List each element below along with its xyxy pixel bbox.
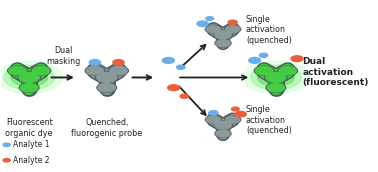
- Text: Analyte 2: Analyte 2: [12, 156, 49, 165]
- Circle shape: [97, 73, 117, 82]
- Circle shape: [205, 116, 222, 123]
- Text: Quenched,
fluorogenic probe: Quenched, fluorogenic probe: [71, 118, 143, 138]
- Circle shape: [249, 57, 261, 63]
- Circle shape: [3, 143, 10, 147]
- Circle shape: [31, 66, 51, 75]
- Circle shape: [96, 72, 118, 83]
- Circle shape: [242, 61, 309, 94]
- Circle shape: [216, 40, 230, 47]
- Circle shape: [113, 60, 124, 65]
- Circle shape: [215, 121, 231, 129]
- Circle shape: [32, 66, 50, 75]
- Circle shape: [168, 85, 180, 91]
- Circle shape: [226, 26, 240, 33]
- Text: Dual
activation
(fluorescent): Dual activation (fluorescent): [302, 57, 369, 87]
- Circle shape: [18, 72, 40, 83]
- Circle shape: [231, 107, 239, 111]
- Circle shape: [206, 116, 220, 123]
- Circle shape: [110, 66, 127, 75]
- Circle shape: [8, 66, 27, 75]
- Circle shape: [215, 31, 231, 39]
- Circle shape: [254, 66, 274, 75]
- Circle shape: [19, 83, 39, 92]
- Circle shape: [19, 73, 39, 82]
- Circle shape: [206, 26, 220, 33]
- Circle shape: [214, 30, 232, 39]
- Circle shape: [265, 72, 287, 83]
- Circle shape: [257, 69, 294, 86]
- Circle shape: [256, 66, 273, 75]
- Circle shape: [9, 66, 26, 75]
- Circle shape: [216, 130, 230, 137]
- Circle shape: [279, 66, 296, 75]
- Circle shape: [266, 83, 286, 92]
- Circle shape: [251, 65, 301, 90]
- Text: Fluorescent
organic dye: Fluorescent organic dye: [5, 118, 53, 138]
- Circle shape: [225, 25, 241, 33]
- Circle shape: [215, 39, 231, 47]
- Circle shape: [177, 65, 185, 69]
- Circle shape: [278, 66, 297, 75]
- Circle shape: [228, 20, 237, 25]
- Text: Dual
masking: Dual masking: [46, 46, 80, 66]
- Circle shape: [98, 83, 115, 92]
- Circle shape: [3, 159, 10, 162]
- Text: Analyte 1: Analyte 1: [12, 140, 49, 149]
- Circle shape: [85, 66, 105, 75]
- Text: Single
activation
(quenched): Single activation (quenched): [246, 105, 292, 135]
- Circle shape: [97, 83, 116, 92]
- Circle shape: [235, 111, 246, 117]
- Circle shape: [86, 66, 104, 75]
- Circle shape: [197, 21, 208, 26]
- Circle shape: [291, 56, 303, 62]
- Circle shape: [205, 25, 222, 33]
- Circle shape: [209, 111, 218, 115]
- Circle shape: [266, 73, 286, 82]
- Circle shape: [206, 17, 214, 20]
- Circle shape: [214, 121, 232, 130]
- Circle shape: [4, 65, 54, 90]
- Circle shape: [259, 53, 268, 57]
- Circle shape: [20, 83, 38, 92]
- Circle shape: [163, 57, 174, 63]
- Circle shape: [215, 130, 231, 137]
- Circle shape: [0, 61, 63, 94]
- Circle shape: [267, 83, 285, 92]
- Text: Single
activation
(quenched): Single activation (quenched): [246, 15, 292, 45]
- Circle shape: [225, 116, 241, 123]
- Circle shape: [11, 69, 48, 86]
- Circle shape: [89, 60, 101, 65]
- Circle shape: [226, 116, 240, 123]
- Circle shape: [180, 94, 189, 98]
- Circle shape: [109, 66, 128, 75]
